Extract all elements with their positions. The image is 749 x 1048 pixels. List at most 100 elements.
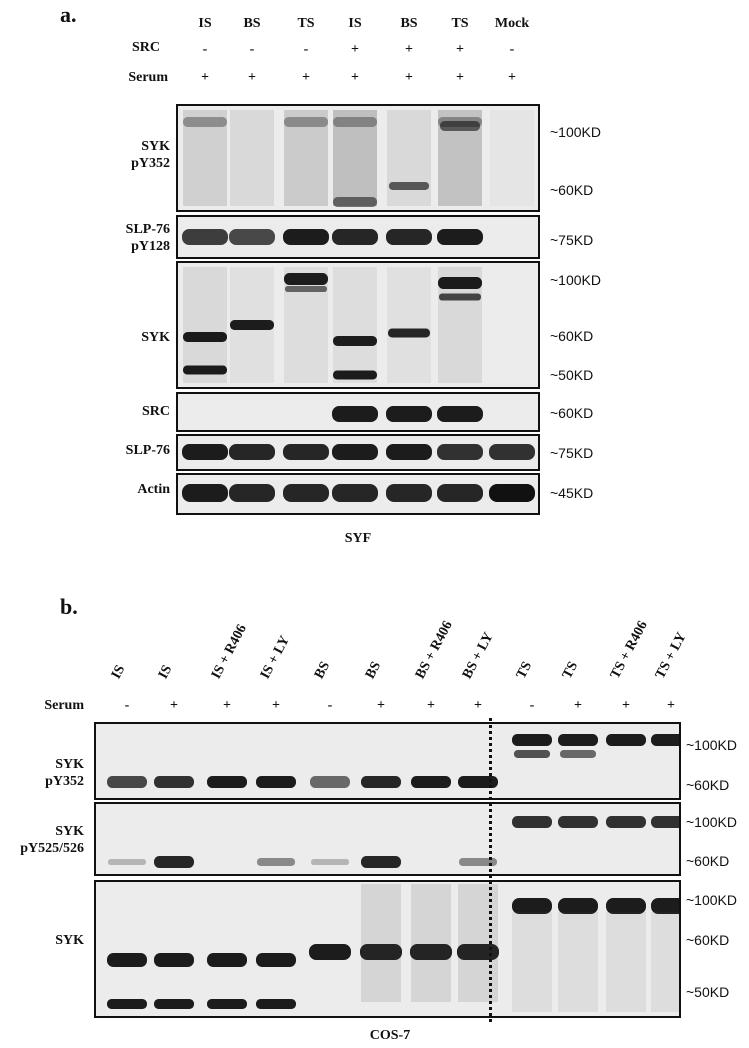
band-b3-60-2 [154,953,194,967]
panel-b-caption: COS-7 [369,1028,411,1043]
band-a2-3 [283,229,329,245]
marker-a5-75: ~75KD [550,445,594,461]
band-a6-2 [229,484,275,502]
band-a5-5 [386,444,432,460]
serum-row-label-b: Serum [44,698,84,713]
blot-a4 [176,392,540,432]
serum-sign-b-10: + [574,698,582,713]
band-a6-1 [182,484,228,502]
smear-a1-4 [333,110,377,206]
src-row-label: SRC [131,40,160,55]
band-a6-4 [332,484,378,502]
smear-a3-4 [333,267,377,383]
band-b1-b10 [560,750,596,758]
tsyk-separator-line [489,718,492,1022]
blot-b2 [94,802,681,876]
serum-sign-b-12: + [667,698,675,713]
lane-header-a-4: IS [348,16,362,31]
marker-a1-100: ~100KD [550,124,601,140]
band-a4-5 [386,406,432,422]
serum-sign-a-7: + [508,70,516,85]
serum-sign-a-3: + [302,70,310,85]
band-b2-60-1 [108,859,146,865]
blot-b1 [94,722,681,800]
band-b1-60-4 [256,776,296,788]
lane-header-b-9: TS [513,659,536,682]
band-b1-60-6 [361,776,401,788]
marker-b3-100: ~100KD [686,892,737,908]
marker-b3-50: ~50KD [686,984,730,1000]
blot-a5 [176,434,540,471]
band-a3-1-60 [183,332,227,342]
band-a5-7 [489,444,535,460]
band-a1-60-4 [333,197,377,207]
band-b1-100-11 [606,734,646,746]
marker-a3-50: ~50KD [550,367,594,383]
band-a1-60-5 [389,182,429,190]
band-b2-100-12 [651,816,679,828]
serum-sign-b-6: + [377,698,385,713]
band-a5-6 [437,444,483,460]
blot-a6-label: Actin [137,482,170,497]
blot-b2-label-l2: pY525/526 [20,841,84,856]
blot-a2-label: SLP-76 pY128 [100,221,170,255]
band-a6-6 [437,484,483,502]
band-b3-100-11 [606,898,646,914]
blot-b3-label: SYK [55,933,84,948]
band-b1-100-9 [512,734,552,746]
band-a5-4 [332,444,378,460]
lane-header-b-1: IS [108,662,129,682]
band-b2-100-10 [558,816,598,828]
lane-header-b-11: TS + R406 [607,618,651,682]
blot-a3-label: SYK [141,330,170,345]
band-a3-5-60 [388,328,430,338]
band-a1-top-1 [183,117,227,127]
serum-sign-b-1: - [124,698,130,713]
smear-a3-1 [183,267,227,383]
band-a6-5 [386,484,432,502]
band-a2-4 [332,229,378,245]
band-b3-50-4 [256,999,296,1009]
band-b1-60-8 [458,776,498,788]
lane-header-b-7: BS + R406 [412,618,456,682]
band-b2-60-2 [154,856,194,868]
band-a2-5 [386,229,432,245]
src-sign-a-6: + [456,42,464,57]
band-a3-6-100 [438,277,482,289]
smear-a1-5 [387,110,431,206]
smear-b3-7 [411,884,451,1002]
lane-header-a-3: TS [297,16,315,31]
serum-sign-b-3: + [223,698,231,713]
smear-b3-10 [558,912,598,1012]
serum-sign-a-5: + [405,70,413,85]
blot-b1-label-l1: SYK [55,757,84,772]
marker-a2-75: ~75KD [550,232,594,248]
band-b3-60-3 [207,953,247,967]
marker-b3-60: ~60KD [686,932,730,948]
band-a3-4-50 [333,370,377,380]
band-a3-6-b [439,293,481,301]
band-b2-60-6 [361,856,401,868]
band-b3-100-12 [651,898,679,914]
serum-sign-a-4: + [351,70,359,85]
smear-a3-5 [387,267,431,383]
band-a1-mid-6 [440,121,480,131]
blot-b1-label: SYK pY352 [14,756,84,790]
marker-a4-60: ~60KD [550,405,594,421]
band-b3-100-10 [558,898,598,914]
lane-header-a-1: IS [198,16,212,31]
blot-a3 [176,261,540,389]
src-sign-a-5: + [405,42,413,57]
smear-b3-12 [651,912,679,1012]
band-b3-60-4 [256,953,296,967]
band-b1-100-12 [651,734,679,746]
blot-a1-label-l2: pY352 [131,156,170,171]
smear-b3-11 [606,912,646,1012]
panel-a-label: a. [60,2,77,27]
src-sign-a-2: - [249,42,255,57]
smear-a1-7 [490,110,534,206]
blot-b2-label-l1: SYK [55,824,84,839]
serum-sign-b-11: + [622,698,630,713]
lane-header-b-2: IS [155,662,176,682]
band-a5-3 [283,444,329,460]
